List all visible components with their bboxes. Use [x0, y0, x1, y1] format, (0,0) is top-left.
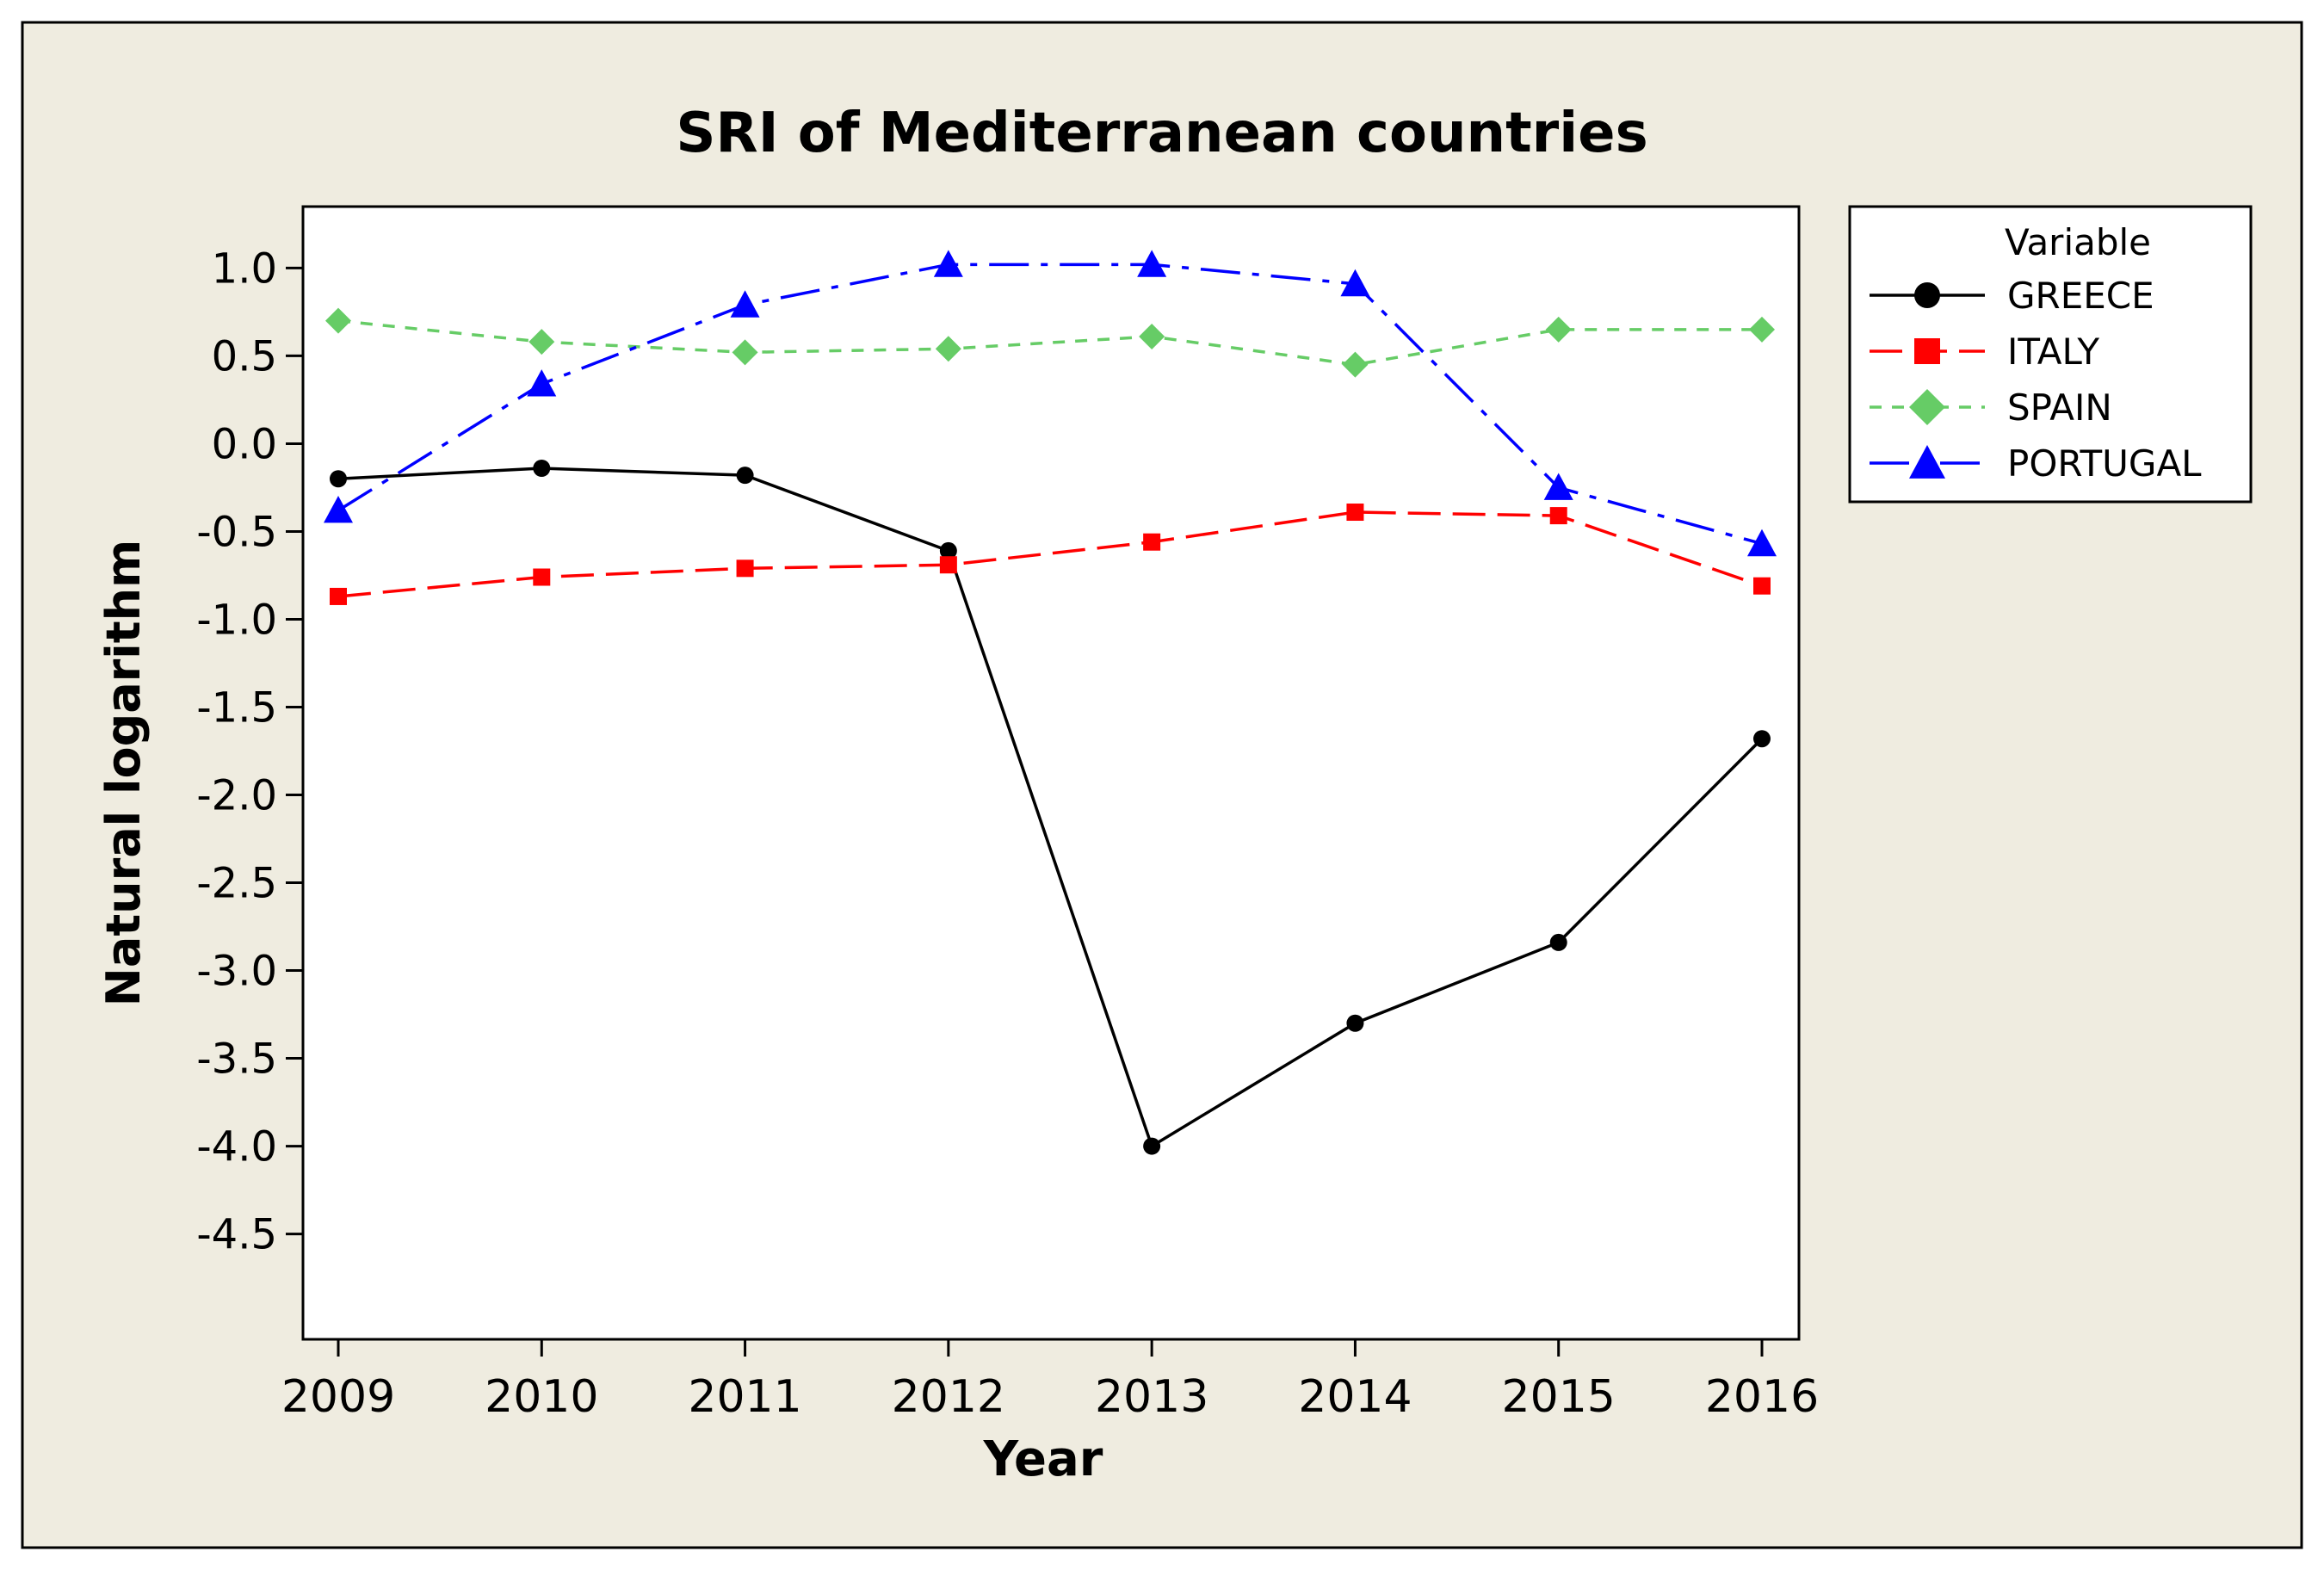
spain-line [337, 318, 1762, 367]
greece-point [1549, 933, 1567, 951]
x-tick-label: 2014 [1298, 1371, 1412, 1423]
italy-point [533, 568, 551, 586]
y-tick-label: -4.0 [196, 1123, 277, 1171]
italy-line [337, 510, 1763, 598]
legend-italy-marker [1914, 338, 1940, 364]
y-tick-label: -3.5 [196, 1035, 277, 1084]
y-tick-label: 1.0 [212, 244, 277, 293]
greece-point [736, 467, 754, 485]
x-tick-label: 2009 [281, 1371, 395, 1423]
spain-point [935, 336, 961, 362]
legend-greece-label: GREECE [2007, 275, 2154, 317]
greece-point [330, 470, 347, 488]
greece-point [1346, 1014, 1364, 1032]
series-spain [325, 307, 1775, 378]
greece-point [533, 460, 551, 478]
y-tick-label: -2.5 [196, 860, 277, 908]
portugal-point [1340, 269, 1370, 297]
series-portugal [324, 250, 1777, 557]
legend-italy-label: ITALY [2007, 331, 2099, 373]
legend-portugal-marker [1909, 445, 1945, 479]
greece-point [1143, 1137, 1161, 1155]
italy-point [939, 556, 957, 574]
italy-point [1549, 507, 1567, 525]
chart-title: SRI of Mediterranean countries [676, 102, 1647, 165]
portugal-point [730, 290, 760, 318]
y-axis-label: Natural logarithm [96, 540, 151, 1007]
portugal-point [1747, 528, 1777, 557]
legend: GREECE ITALY SPAIN PORTUGAL [1870, 275, 2202, 485]
y-tick-label: -4.5 [196, 1211, 277, 1259]
y-tick-label: -1.5 [196, 683, 277, 732]
y-tick-label: 0.5 [212, 332, 277, 380]
spain-point [325, 307, 351, 334]
spain-point [1139, 323, 1165, 349]
legend-title: Variable [2005, 221, 2151, 263]
series-greece [330, 460, 1771, 1155]
legend-spain-marker [1909, 389, 1945, 425]
portugal-point [1137, 250, 1167, 277]
series-layer [324, 250, 1777, 1155]
plot-area [301, 205, 1801, 1341]
portugal-point [527, 369, 557, 397]
y-tick-label: 0.0 [212, 420, 277, 468]
spain-point [1545, 316, 1572, 343]
greece-line [337, 467, 1764, 1148]
x-tick-label: 2015 [1502, 1371, 1616, 1423]
y-axis: 1.0 0.5 0.0 -0.5 -1.0 -1.5 -2.0 -2.5 -3.0 -3.5 -4.… [196, 244, 303, 1259]
x-axis: 2009 2010 2011 2012 2013 2014 2015 2016 [281, 1339, 1819, 1423]
y-tick-label: -3.0 [196, 948, 277, 996]
legend-greece-marker [1914, 282, 1940, 308]
italy-point [1346, 504, 1364, 522]
spain-point [732, 339, 758, 366]
portugal-point [324, 495, 353, 523]
x-tick-label: 2012 [892, 1371, 1005, 1423]
x-tick-label: 2011 [688, 1371, 801, 1423]
legend-spain-label: SPAIN [2007, 386, 2112, 429]
x-tick-label: 2013 [1095, 1371, 1208, 1423]
x-axis-label: Year [983, 1431, 1103, 1487]
spain-point [1749, 316, 1775, 343]
y-tick-label: -1.0 [196, 596, 277, 644]
portugal-point [933, 250, 963, 277]
greece-point [1753, 730, 1771, 748]
spain-point [1342, 351, 1369, 378]
series-italy [330, 504, 1771, 605]
portugal-point [1543, 473, 1573, 500]
greece-point [939, 541, 957, 559]
spain-point [528, 329, 555, 355]
italy-point [330, 587, 347, 605]
y-tick-label: -0.5 [196, 508, 277, 556]
x-tick-label: 2010 [485, 1371, 598, 1423]
legend-portugal-label: PORTUGAL [2007, 442, 2202, 485]
x-tick-label: 2016 [1705, 1371, 1819, 1423]
y-tick-label: -2.0 [196, 772, 277, 820]
italy-point [1143, 533, 1161, 551]
italy-point [736, 559, 754, 578]
italy-point [1753, 577, 1771, 595]
